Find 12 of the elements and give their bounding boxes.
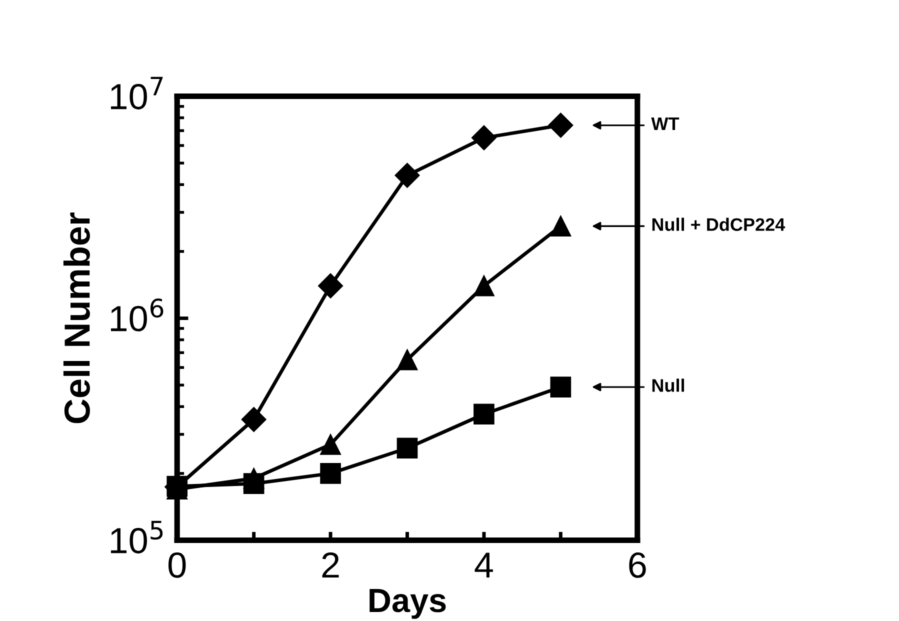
- legend-label: Null: [652, 378, 684, 392]
- y-tick-label: 10$^{6}$: [110, 298, 164, 332]
- y-axis-title: Cell Number: [63, 212, 90, 424]
- x-tick-label: 6: [629, 552, 646, 578]
- x-axis-title: Days: [370, 589, 446, 619]
- x-tick-label: 2: [322, 552, 339, 578]
- y-tick-label: 10$^{5}$: [110, 520, 163, 554]
- legend-label: WT: [651, 118, 680, 130]
- y-tick-label: 10$^{7}$: [110, 76, 163, 110]
- x-tick-label: 0: [168, 552, 186, 578]
- legend-label: Null + DdCP224: [652, 218, 786, 231]
- x-tick-label: 4: [474, 552, 493, 578]
